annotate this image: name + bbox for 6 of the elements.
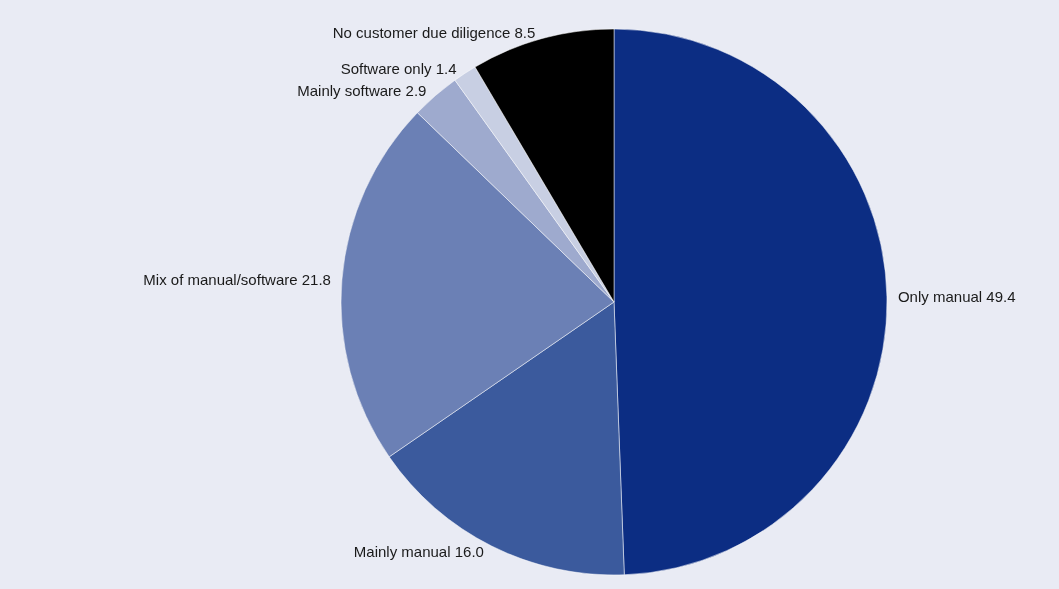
slice-label: Only manual 49.4	[897, 288, 1016, 306]
slice-label: Mainly manual 16.0	[353, 542, 484, 560]
slice-label: Mainly software 2.9	[297, 82, 427, 100]
slice-label: No customer due diligence 8.5	[332, 24, 536, 42]
slice-label: Software only 1.4	[340, 59, 457, 77]
slice-label: Mix of manual/software 21.8	[143, 270, 331, 288]
